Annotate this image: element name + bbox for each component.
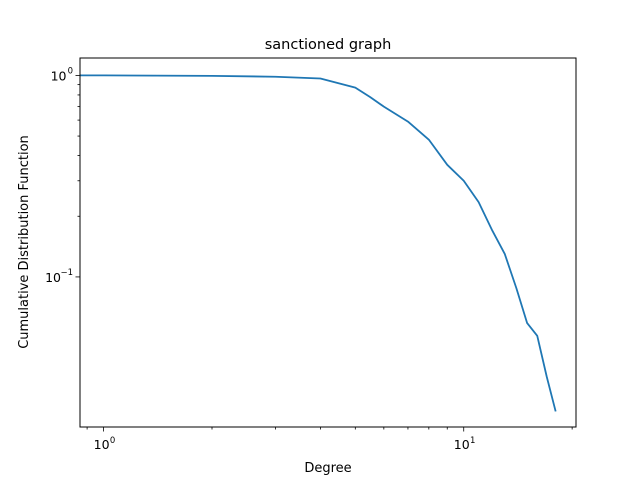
y-tick-label: 10 [51,68,67,83]
x-tick-label: 10 [454,437,470,452]
y-tick-label: 10 [45,270,61,285]
x-tick-label: 10 [94,437,110,452]
y-axis-label: Cumulative Distribution Function [17,135,32,349]
x-axis-label: Degree [304,461,351,476]
y-tick-exponent: 0 [68,66,73,76]
series-line-0 [80,74,557,412]
series-layer [80,74,557,412]
plot-frame [79,57,577,428]
plot-area [80,58,576,427]
x-tick-exponent: 1 [470,436,475,446]
x-tick-exponent: 0 [110,436,115,446]
y-tick-exponent: −1 [60,268,73,278]
chart-title: sanctioned graph [265,37,392,53]
